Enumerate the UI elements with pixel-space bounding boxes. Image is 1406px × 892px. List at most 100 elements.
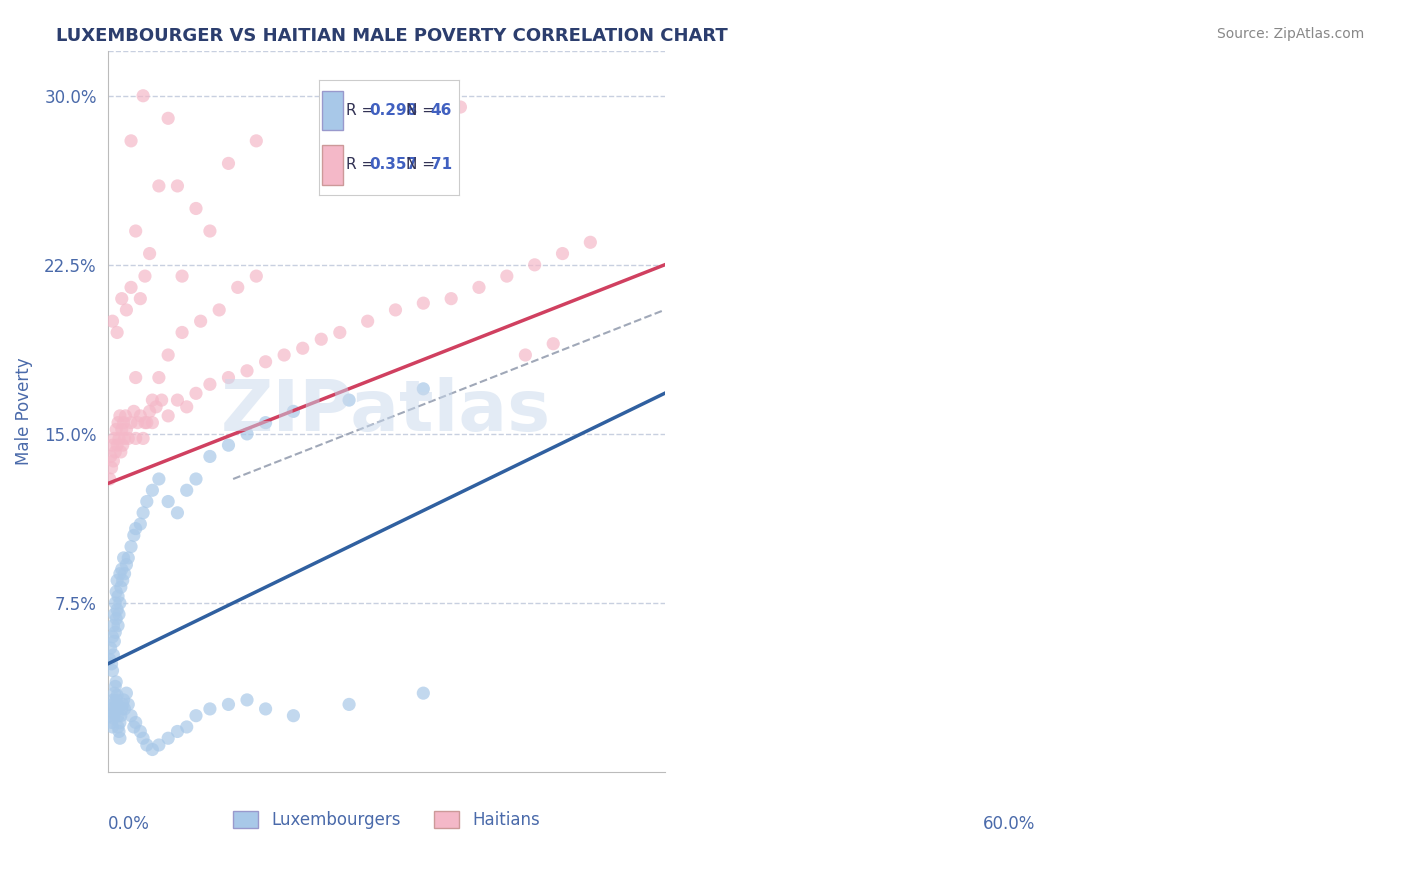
- Point: [254, 355, 277, 369]
- Point: [125, 431, 148, 445]
- Point: [100, 450, 122, 464]
- Point: [122, 404, 145, 418]
- Point: [103, 711, 125, 725]
- Point: [104, 625, 127, 640]
- Point: [157, 409, 180, 423]
- Point: [551, 246, 574, 260]
- Point: [105, 698, 128, 712]
- Point: [217, 698, 239, 712]
- Point: [108, 431, 131, 445]
- Point: [103, 693, 125, 707]
- Point: [176, 400, 198, 414]
- Point: [226, 280, 249, 294]
- Point: [110, 580, 132, 594]
- Point: [111, 422, 134, 436]
- Point: [110, 708, 132, 723]
- Point: [105, 689, 128, 703]
- Point: [104, 596, 127, 610]
- Point: [170, 269, 193, 284]
- Point: [184, 708, 207, 723]
- Point: [283, 708, 305, 723]
- Point: [217, 438, 239, 452]
- Point: [132, 431, 155, 445]
- Point: [107, 416, 129, 430]
- Point: [254, 702, 277, 716]
- Point: [515, 348, 537, 362]
- Point: [100, 460, 122, 475]
- Point: [117, 698, 139, 712]
- Point: [132, 88, 155, 103]
- Point: [111, 574, 134, 588]
- Point: [103, 454, 125, 468]
- Point: [129, 292, 152, 306]
- Point: [114, 566, 136, 581]
- Point: [129, 724, 152, 739]
- Point: [132, 506, 155, 520]
- Point: [101, 664, 124, 678]
- Point: [112, 693, 135, 707]
- Point: [190, 314, 212, 328]
- Point: [236, 364, 259, 378]
- Point: [523, 258, 546, 272]
- Point: [105, 674, 128, 689]
- Legend: Luxembourgers, Haitians: Luxembourgers, Haitians: [226, 805, 547, 836]
- Point: [103, 607, 125, 622]
- Point: [148, 178, 170, 193]
- Point: [217, 156, 239, 170]
- Point: [105, 422, 128, 436]
- Point: [176, 483, 198, 498]
- Point: [111, 698, 134, 712]
- Point: [125, 715, 148, 730]
- Point: [245, 269, 267, 284]
- Point: [104, 702, 127, 716]
- Point: [114, 431, 136, 445]
- Point: [198, 377, 221, 392]
- Point: [105, 584, 128, 599]
- Point: [157, 112, 180, 126]
- Point: [157, 731, 180, 746]
- Point: [198, 450, 221, 464]
- Point: [111, 562, 134, 576]
- Point: [166, 724, 188, 739]
- Point: [105, 438, 128, 452]
- Point: [138, 246, 160, 260]
- Point: [104, 445, 127, 459]
- Point: [112, 416, 135, 430]
- Point: [107, 618, 129, 632]
- Point: [283, 404, 305, 418]
- Point: [108, 715, 131, 730]
- Point: [107, 589, 129, 603]
- Point: [132, 731, 155, 746]
- Text: 60.0%: 60.0%: [983, 815, 1036, 833]
- Point: [103, 431, 125, 445]
- Point: [236, 426, 259, 441]
- Point: [141, 742, 163, 756]
- Point: [245, 134, 267, 148]
- Point: [114, 409, 136, 423]
- Point: [122, 720, 145, 734]
- Point: [141, 393, 163, 408]
- Point: [120, 540, 142, 554]
- Point: [101, 438, 124, 452]
- Point: [148, 370, 170, 384]
- Point: [103, 706, 125, 721]
- Point: [329, 326, 352, 340]
- Point: [107, 708, 129, 723]
- Point: [125, 224, 148, 238]
- Point: [541, 336, 564, 351]
- Point: [157, 348, 180, 362]
- Point: [184, 472, 207, 486]
- Point: [100, 702, 122, 716]
- Point: [495, 269, 517, 284]
- Point: [108, 409, 131, 423]
- Point: [337, 393, 360, 408]
- Point: [120, 708, 142, 723]
- Point: [170, 326, 193, 340]
- Point: [120, 280, 142, 294]
- Point: [100, 641, 122, 656]
- Point: [208, 302, 231, 317]
- Point: [166, 393, 188, 408]
- Point: [148, 472, 170, 486]
- Point: [115, 558, 138, 572]
- Point: [356, 314, 378, 328]
